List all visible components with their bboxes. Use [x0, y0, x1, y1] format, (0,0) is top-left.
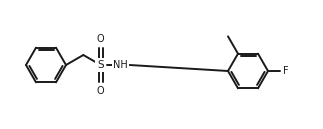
Text: S: S — [97, 60, 104, 70]
Text: O: O — [97, 86, 104, 96]
Text: O: O — [97, 34, 104, 44]
Text: F: F — [283, 66, 289, 76]
Text: NH: NH — [113, 60, 128, 70]
